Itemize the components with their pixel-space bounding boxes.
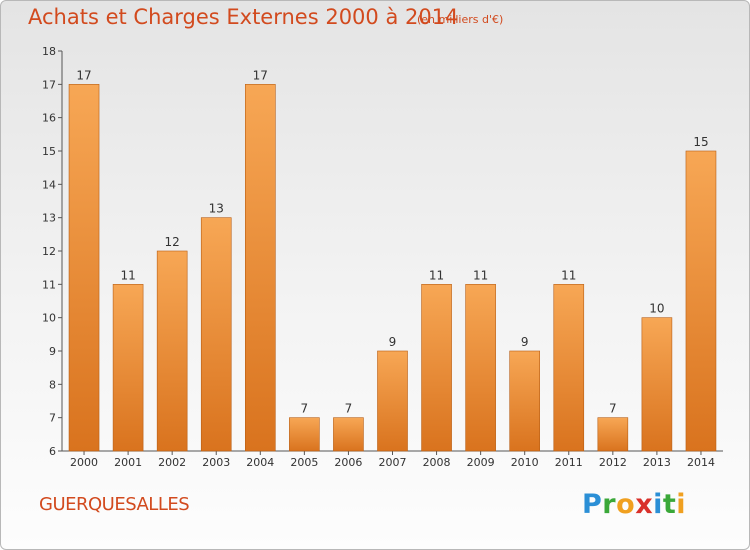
bar-value-label: 17 — [76, 68, 91, 82]
x-tick-label: 2003 — [202, 456, 230, 469]
value-labels: 17 11 12 13 17 7 7 9 11 11 9 11 7 10 15 — [76, 68, 708, 415]
bar — [333, 417, 364, 452]
y-tick-label: 12 — [42, 245, 56, 258]
x-tick-label: 2007 — [379, 456, 407, 469]
logo-letter: r — [602, 489, 617, 520]
x-tick-label: 2014 — [687, 456, 715, 469]
y-tick-label: 13 — [42, 212, 56, 225]
bar — [289, 417, 320, 452]
bar — [112, 284, 144, 452]
bar — [156, 250, 188, 452]
y-tick-label: 6 — [49, 445, 56, 458]
axes: 6 7 8 9 10 11 12 13 14 15 16 17 18 2000 2001 2002 2003 20… — [42, 45, 723, 469]
x-tick-label: 2013 — [643, 456, 671, 469]
x-tick-label: 2009 — [467, 456, 495, 469]
bars — [68, 84, 717, 452]
bar-value-label: 7 — [345, 402, 353, 416]
bar — [200, 217, 232, 452]
bar-value-label: 9 — [521, 335, 529, 349]
x-tick-label: 2005 — [290, 456, 318, 469]
bar — [597, 417, 629, 452]
bar-value-label: 12 — [165, 235, 180, 249]
bar-value-label: 10 — [649, 302, 664, 316]
y-tick-label: 11 — [42, 278, 56, 291]
bar-value-label: 17 — [253, 68, 268, 82]
bar-value-label: 13 — [209, 202, 224, 216]
x-tick-label: 2011 — [555, 456, 583, 469]
bar-value-label: 11 — [473, 268, 488, 282]
y-tick-label: 17 — [42, 78, 56, 91]
y-tick-label: 14 — [42, 178, 56, 191]
bar — [377, 350, 408, 452]
bar-value-label: 15 — [693, 135, 708, 149]
logo-letter: t — [662, 489, 677, 520]
chart-title: Achats et Charges Externes 2000 à 2014 — [28, 5, 459, 29]
x-tick-label: 2004 — [246, 456, 274, 469]
bar — [245, 84, 276, 452]
x-tick-label: 2002 — [158, 456, 186, 469]
bar — [421, 284, 452, 452]
commune-name: GUERQUESALLES — [39, 494, 190, 515]
bar — [465, 284, 496, 452]
logo-letter: i — [676, 489, 687, 520]
y-tick-label: 15 — [42, 145, 56, 158]
bar-value-label: 11 — [120, 268, 135, 282]
bar-value-label: 11 — [561, 268, 576, 282]
chart-subtitle: (en milliers d'€) — [417, 13, 504, 26]
x-tick-label: 2001 — [114, 456, 142, 469]
bar — [641, 317, 673, 452]
y-tick-label: 16 — [42, 112, 56, 125]
y-tick-label: 7 — [49, 412, 56, 425]
y-tick-label: 9 — [49, 345, 56, 358]
x-tick-label: 2006 — [334, 456, 362, 469]
x-tick-label: 2012 — [599, 456, 627, 469]
y-tick-label: 10 — [42, 312, 56, 325]
bar — [68, 84, 100, 452]
x-tick-label: 2000 — [70, 456, 98, 469]
x-tick-label: 2008 — [423, 456, 451, 469]
y-tick-label: 18 — [42, 45, 56, 58]
x-tick-label: 2010 — [511, 456, 539, 469]
bar — [685, 150, 717, 452]
logo-letter: i — [653, 489, 663, 520]
logo-letter: x — [635, 489, 654, 520]
y-tick-label: 8 — [49, 378, 56, 391]
bar — [553, 284, 585, 452]
proxiti-logo[interactable]: Proxiti — [582, 489, 686, 520]
bar-value-label: 9 — [389, 335, 397, 349]
logo-letter: P — [582, 489, 603, 520]
logo-letter: o — [616, 489, 636, 520]
bar — [509, 350, 541, 452]
bar-value-label: 7 — [301, 402, 309, 416]
bar-value-label: 7 — [609, 402, 617, 416]
bar-value-label: 11 — [429, 268, 444, 282]
